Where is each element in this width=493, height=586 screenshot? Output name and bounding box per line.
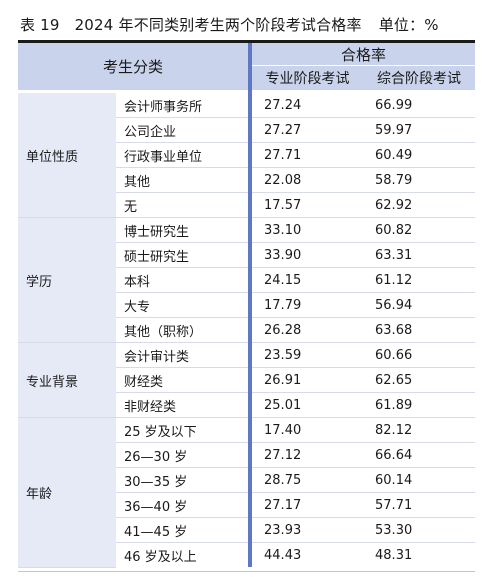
professional-rate-cell: 33.10 [248, 217, 364, 243]
row-label: 26—30 岁 [116, 442, 251, 468]
table-row: 公司企业 27.27 59.97 [18, 117, 476, 143]
comprehensive-rate-cell: 57.71 [363, 492, 476, 518]
row-label: 会计审计类 [116, 342, 251, 368]
table-row: 年龄 25 岁及以下 17.40 82.12 [18, 417, 476, 568]
professional-rate-cell: 17.79 [248, 292, 364, 318]
comprehensive-rate-cell: 60.66 [363, 342, 476, 368]
comprehensive-rate-cell: 56.94 [363, 292, 476, 318]
row-label: 41—45 岁 [116, 517, 251, 543]
row-label: 财经类 [116, 367, 251, 393]
comprehensive-rate-cell: 61.12 [363, 267, 476, 293]
table-row: 专业背景 会计审计类 23.59 60.66 [18, 342, 476, 418]
row-label: 行政事业单位 [116, 142, 251, 168]
table-row: 非财经类 25.01 61.89 [18, 392, 476, 418]
table-row: 本科 24.15 61.12 [18, 267, 476, 293]
professional-rate-cell: 23.93 [248, 517, 364, 543]
row-label: 30—35 岁 [116, 467, 251, 493]
table-row: 41—45 岁 23.93 53.30 [18, 517, 476, 543]
table-header: 考生分类 合格率 专业阶段考试 综合阶段考试 [18, 43, 476, 93]
table-row: 大专 17.79 56.94 [18, 292, 476, 318]
row-label: 46 岁及以上 [124, 549, 197, 565]
row-label: 博士研究生 [116, 217, 251, 243]
table-unit: 单位：% [378, 16, 439, 34]
table-row: 36—40 岁 27.17 57.71 [18, 492, 476, 518]
comprehensive-rate-cell: 63.31 [363, 242, 476, 268]
row-label: 本科 [116, 267, 251, 293]
table-row: 26—30 岁 27.12 66.64 [18, 442, 476, 468]
table-title: 表 19 2024 年不同类别考生两个阶段考试合格率 单位：% [20, 12, 439, 38]
professional-rate-cell: 22.08 [248, 167, 364, 193]
table-number: 表 19 [20, 16, 60, 34]
row-label: 其他（职称） [116, 317, 251, 343]
professional-rate-cell: 25.01 [248, 392, 364, 418]
professional-rate-cell: 27.71 [248, 142, 364, 168]
table-row: 其他 22.08 58.79 [18, 167, 476, 193]
professional-rate-cell: 44.43 [248, 542, 364, 567]
row-label: 大专 [116, 292, 251, 318]
comprehensive-rate-cell: 61.89 [363, 392, 476, 418]
professional-rate-cell: 33.90 [248, 242, 364, 268]
comprehensive-rate-cell: 48.31 [375, 547, 413, 563]
header-pass-rate: 合格率 [248, 43, 476, 66]
comprehensive-rate-cell: 66.99 [363, 91, 476, 118]
comprehensive-rate-cell: 63.68 [363, 317, 476, 343]
table-row: 46 岁及以上 44.43 48.31 [18, 542, 475, 567]
pass-rate-table: 考生分类 合格率 专业阶段考试 综合阶段考试 单位性质 会计师事务所 27.24 66… [18, 43, 476, 568]
row-label: 36—40 岁 [116, 492, 251, 518]
table-body: 单位性质 会计师事务所 27.24 66.99 公司企业 27.27 59.97 行政事业单位… [18, 91, 476, 568]
comprehensive-rate-cell: 60.14 [363, 467, 476, 493]
row-label: 无 [116, 192, 251, 218]
row-label: 公司企业 [116, 117, 251, 143]
table-row: 学历 博士研究生 33.10 60.82 [18, 217, 476, 343]
comprehensive-rate-cell: 62.65 [363, 367, 476, 393]
row-group-label: 单位性质 [18, 91, 116, 218]
bottom-rule [18, 571, 475, 572]
comprehensive-rate-cell: 82.12 [363, 417, 476, 443]
row-group-label: 年龄 [18, 417, 116, 568]
row-label: 25 岁及以下 [116, 417, 251, 443]
professional-rate-cell: 27.12 [248, 442, 364, 468]
professional-rate-cell: 27.27 [248, 117, 364, 143]
comprehensive-rate-cell: 53.30 [363, 517, 476, 543]
table-row: 单位性质 会计师事务所 27.24 66.99 [18, 91, 476, 218]
top-rule [18, 40, 475, 43]
comprehensive-rate-cell: 66.64 [363, 442, 476, 468]
header-category: 考生分类 [18, 43, 251, 93]
professional-rate-cell: 23.59 [248, 342, 364, 368]
professional-rate-cell: 24.15 [248, 267, 364, 293]
professional-rate-cell: 26.91 [248, 367, 364, 393]
professional-rate-cell: 28.75 [248, 467, 364, 493]
table-row: 财经类 26.91 62.65 [18, 367, 476, 393]
header-professional-exam: 专业阶段考试 [248, 65, 364, 93]
comprehensive-rate-cell: 60.82 [363, 217, 476, 243]
row-label: 非财经类 [116, 392, 251, 418]
comprehensive-rate-cell: 58.79 [363, 167, 476, 193]
comprehensive-rate-cell: 62.92 [363, 192, 476, 218]
professional-rate-cell: 17.57 [248, 192, 364, 218]
row-label: 会计师事务所 [116, 91, 251, 118]
table-row: 无 17.57 62.92 [18, 192, 476, 218]
row-group-label: 专业背景 [18, 342, 116, 418]
table-caption: 2024 年不同类别考生两个阶段考试合格率 [74, 16, 362, 34]
header-comprehensive-exam: 综合阶段考试 [363, 65, 476, 93]
comprehensive-rate-cell: 59.97 [363, 117, 476, 143]
table-row: 30—35 岁 28.75 60.14 [18, 467, 476, 493]
row-group-label: 学历 [18, 217, 116, 343]
professional-rate-cell: 27.17 [248, 492, 364, 518]
table-row: 硕士研究生 33.90 63.31 [18, 242, 476, 268]
comprehensive-rate-cell: 60.49 [363, 142, 476, 168]
table-row: 行政事业单位 27.71 60.49 [18, 142, 476, 168]
professional-rate-cell: 26.28 [248, 317, 364, 343]
professional-rate-cell: 27.24 [248, 91, 364, 118]
row-label: 硕士研究生 [116, 242, 251, 268]
professional-rate-cell: 17.40 [248, 417, 364, 443]
row-label: 其他 [116, 167, 251, 193]
table-row: 其他（职称） 26.28 63.68 [18, 317, 476, 343]
